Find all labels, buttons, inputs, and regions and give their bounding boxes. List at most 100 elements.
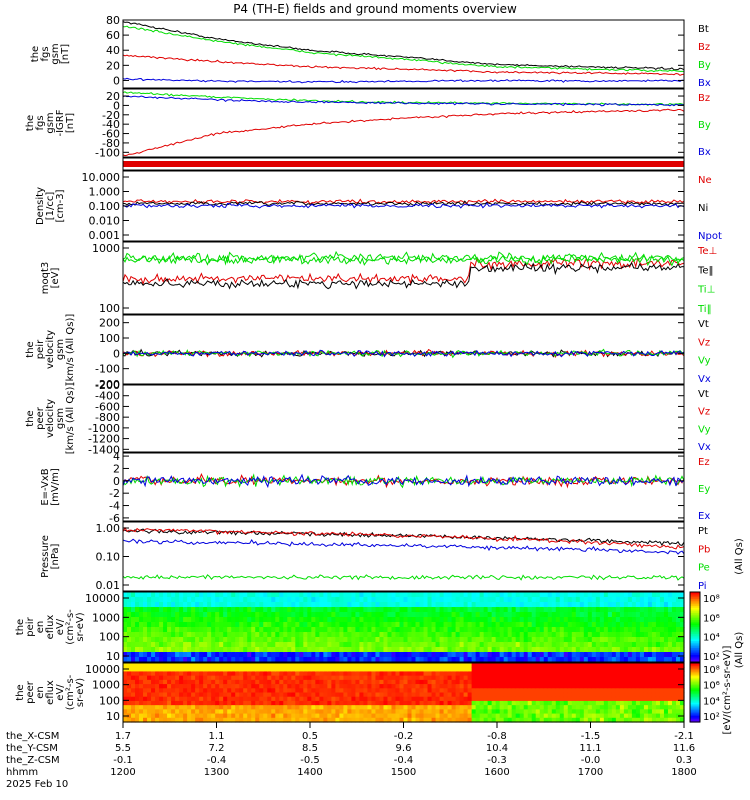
heat-cell: [559, 602, 565, 608]
heat-cell: [395, 667, 401, 673]
heat-cell: [619, 684, 625, 689]
y-tick-label: 10: [106, 650, 120, 663]
heat-cell: [183, 597, 188, 603]
heat-cell: [259, 675, 264, 681]
heat-cell: [247, 617, 252, 623]
heat-cell: [207, 652, 212, 658]
heat-cell: [675, 647, 681, 653]
heat-cell: [211, 627, 216, 633]
heat-cell: [423, 696, 429, 702]
heat-cell: [431, 607, 437, 613]
heat-cell: [659, 592, 665, 598]
heat-cell: [411, 612, 417, 618]
heat-cell: [171, 713, 176, 719]
heat-cell: [627, 671, 633, 677]
heat-cell: [495, 688, 501, 694]
heat-cell: [523, 713, 529, 719]
colorbar-cell: [690, 713, 700, 716]
heat-cell: [499, 592, 505, 598]
heat-cell: [555, 647, 561, 653]
heat-cell: [323, 709, 328, 715]
heat-cell: [335, 675, 340, 681]
heat-cell: [407, 632, 413, 638]
heat-cell: [671, 705, 677, 710]
heat-cell: [663, 684, 669, 689]
heat-cell: [515, 612, 521, 618]
heat-cell: [259, 688, 264, 694]
heat-cell: [607, 642, 613, 648]
heat-cell: [347, 627, 353, 633]
heat-cell: [247, 700, 252, 706]
heat-cell: [211, 637, 216, 643]
heat-cell: [435, 684, 441, 689]
heat-cell: [299, 632, 304, 638]
heat-cell: [475, 713, 481, 719]
heat-cell: [403, 663, 409, 668]
heat-cell: [491, 717, 497, 723]
heat-cell: [307, 592, 312, 598]
heat-cell: [375, 679, 381, 685]
heat-cell: [287, 692, 292, 698]
heat-cell: [503, 597, 509, 603]
heat-cell: [239, 671, 244, 677]
heat-cell: [395, 592, 401, 598]
heat-cell: [167, 671, 172, 677]
heat-cell: [587, 684, 593, 689]
heat-cell: [135, 607, 140, 613]
heat-cell: [195, 675, 200, 681]
heat-cell: [199, 688, 204, 694]
heat-cell: [663, 642, 669, 648]
heat-cell: [455, 684, 461, 689]
heat-cell: [151, 647, 156, 653]
heat-cell: [331, 657, 336, 663]
heat-cell: [363, 657, 369, 663]
heat-cell: [427, 612, 433, 618]
heat-cell: [359, 684, 365, 689]
heat-cell: [227, 632, 232, 638]
heat-cell: [495, 642, 501, 648]
heat-cell: [143, 627, 148, 633]
heat-cell: [175, 602, 180, 608]
heat-cell: [239, 684, 244, 689]
heat-cell: [411, 667, 417, 673]
heat-cell: [527, 667, 533, 673]
colorbar-cell: [690, 716, 700, 719]
heat-cell: [455, 627, 461, 633]
heat-cell: [599, 675, 605, 681]
heat-cell: [595, 642, 601, 648]
heat-cell: [551, 617, 557, 623]
heat-cell: [595, 622, 601, 628]
heat-cell: [623, 663, 629, 668]
heat-cell: [527, 647, 533, 653]
heat-cell: [351, 705, 357, 710]
heat-cell: [339, 696, 344, 702]
heat-cell: [255, 696, 260, 702]
heat-cell: [503, 637, 509, 643]
heat-cell: [231, 696, 236, 702]
heat-cell: [307, 709, 312, 715]
heat-cell: [651, 688, 657, 694]
heat-cell: [163, 597, 168, 603]
heat-cell: [535, 692, 541, 698]
heat-cell: [455, 717, 461, 723]
heat-cell: [203, 713, 208, 719]
heat-cell: [635, 717, 641, 723]
heat-cell: [331, 688, 336, 694]
heat-cell: [195, 632, 200, 638]
heat-cell: [147, 675, 152, 681]
heat-cell: [503, 607, 509, 613]
heat-cell: [431, 602, 437, 608]
heat-cell: [215, 675, 220, 681]
heat-cell: [335, 652, 340, 658]
colorbar-cell: [690, 627, 700, 630]
heat-cell: [651, 627, 657, 633]
heat-cell: [331, 617, 336, 623]
heat-cell: [195, 717, 200, 723]
heat-cell: [423, 652, 429, 658]
heat-cell: [515, 709, 521, 715]
heat-cell: [539, 632, 545, 638]
heat-cell: [595, 679, 601, 685]
heat-cell: [663, 597, 669, 603]
heat-cell: [291, 667, 296, 673]
heat-cell: [147, 705, 152, 710]
